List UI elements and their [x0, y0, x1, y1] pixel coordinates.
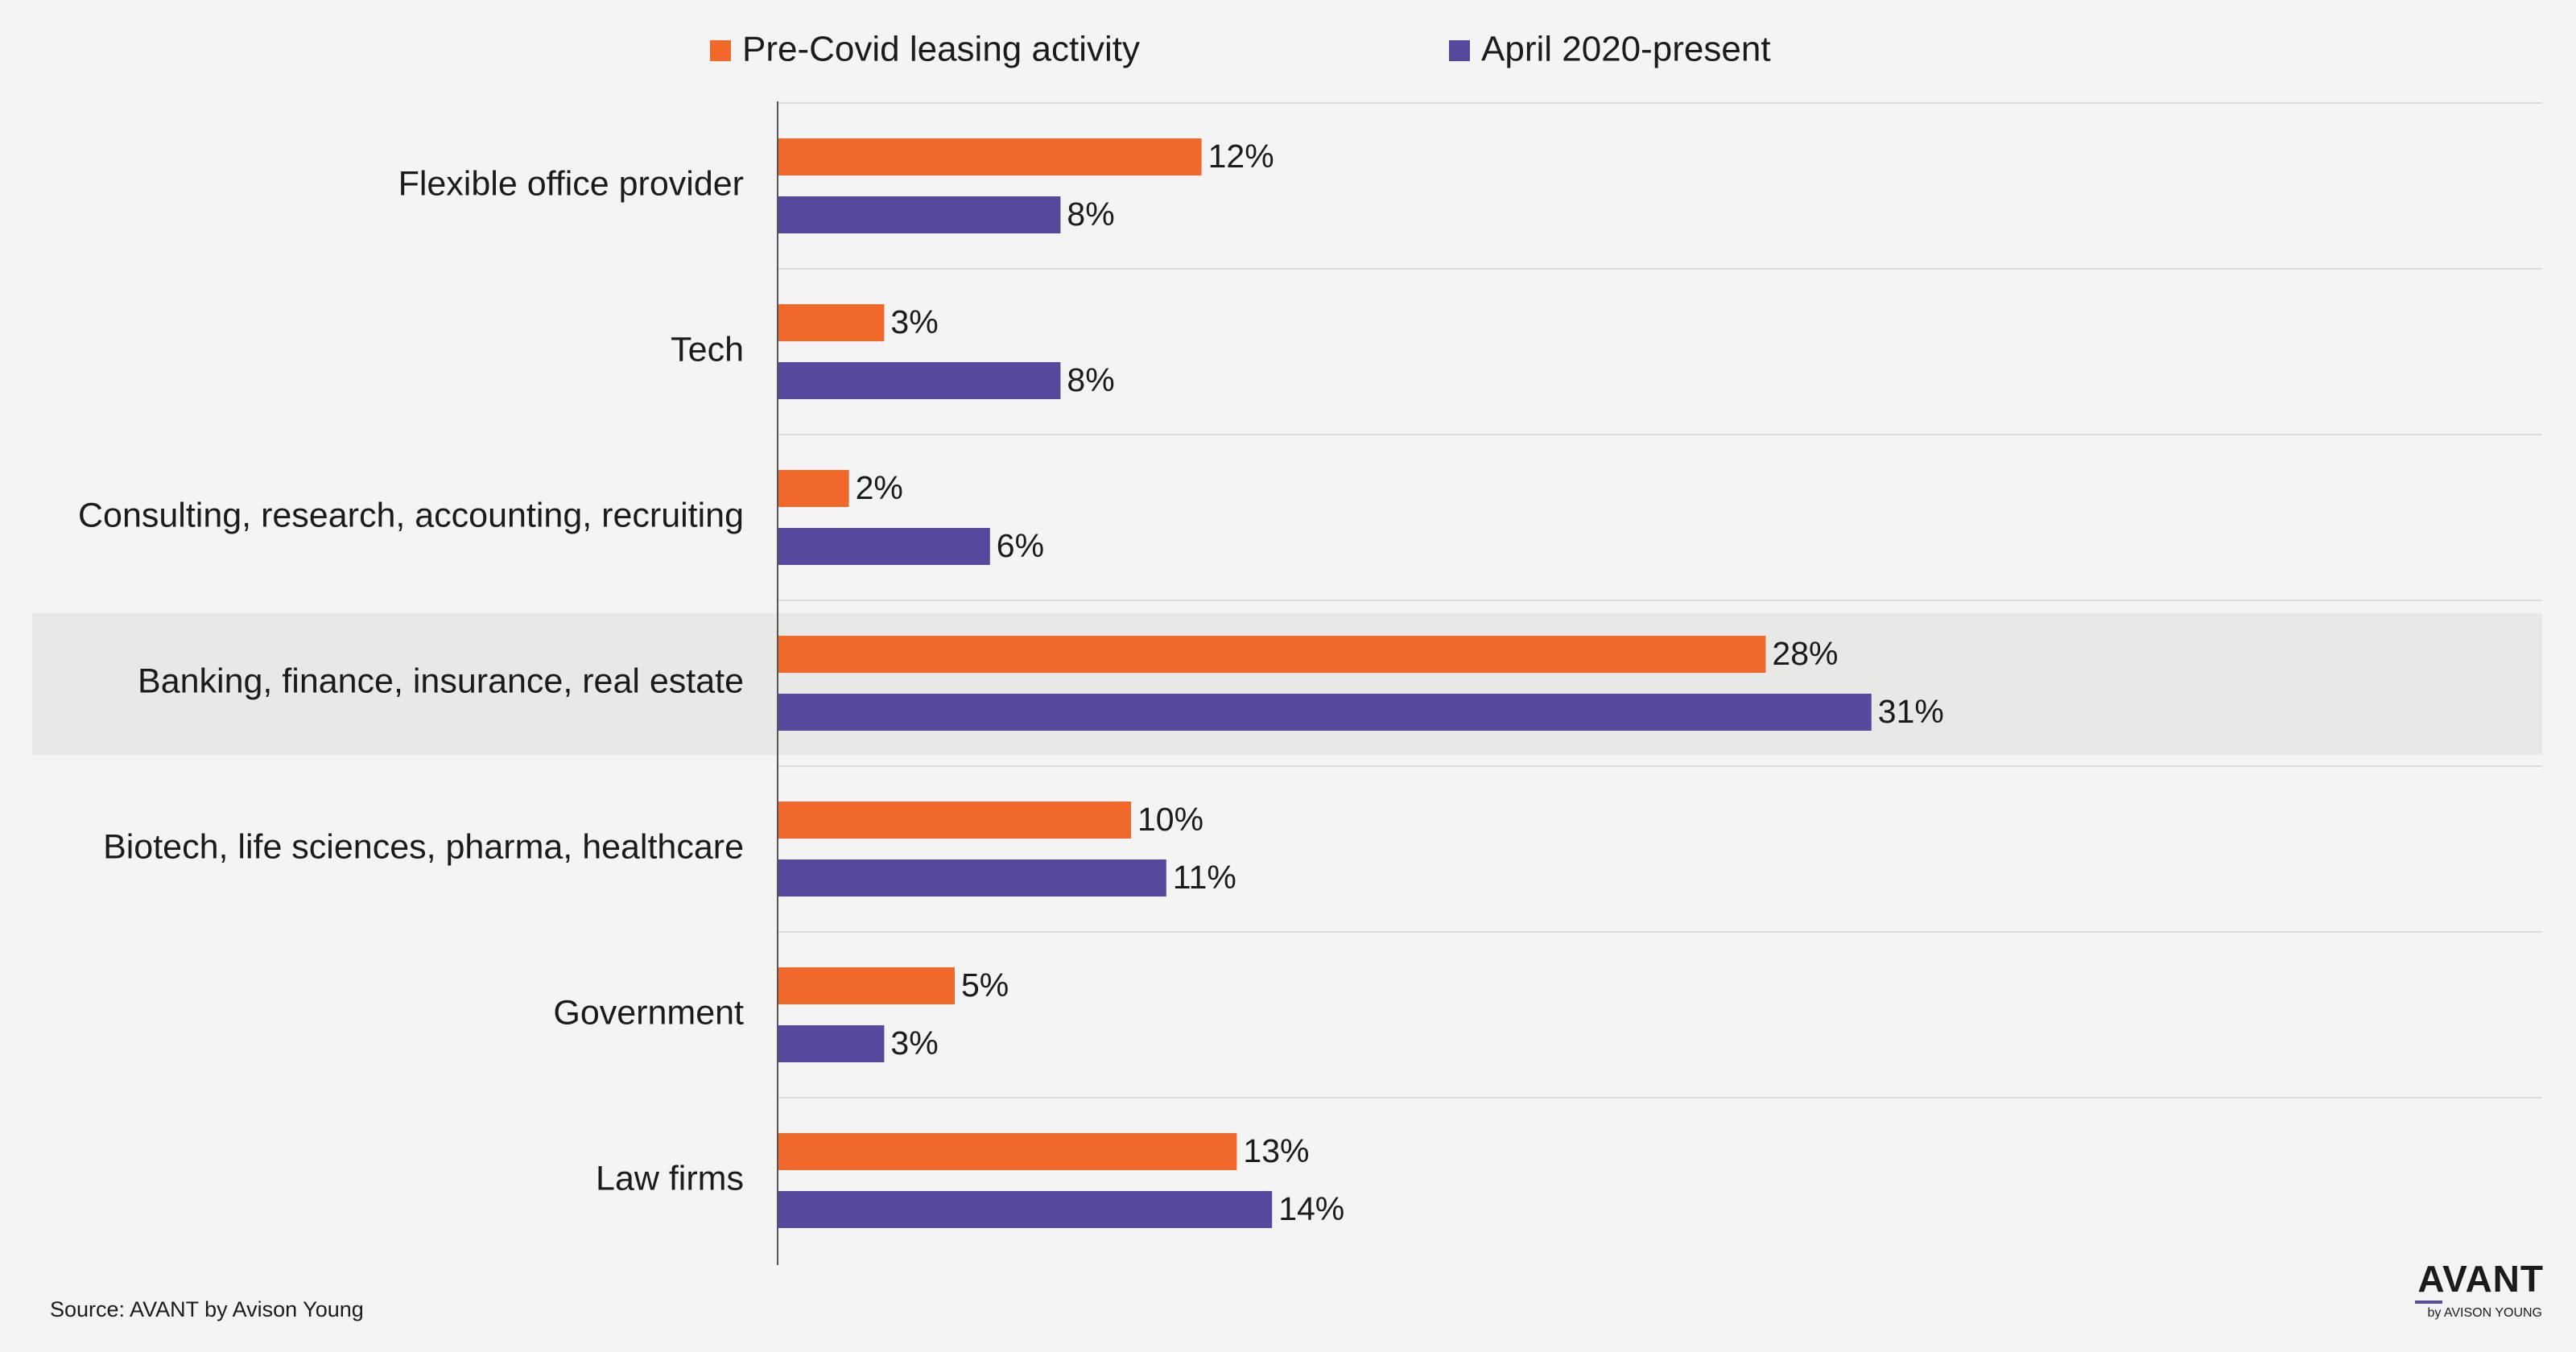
data-label: 5%: [961, 967, 1009, 1004]
category-label: Consulting, research, accounting, recrui…: [78, 496, 744, 534]
bar-pre-covid: [778, 967, 955, 1004]
logo-wordmark: AVANT: [2417, 1258, 2544, 1300]
bar-april-2020-present: [778, 1191, 1273, 1228]
data-label: 8%: [1067, 361, 1114, 398]
data-label: 6%: [997, 527, 1044, 564]
bar-pre-covid: [778, 802, 1131, 839]
data-label: 2%: [856, 469, 903, 506]
bar-april-2020-present: [778, 694, 1872, 731]
bar-pre-covid: [778, 138, 1202, 175]
bar-april-2020-present: [778, 196, 1061, 233]
logo-accent-bar: [2415, 1300, 2442, 1304]
category-label: Tech: [671, 330, 744, 369]
category-label: Flexible office provider: [398, 164, 744, 203]
data-label: 13%: [1243, 1132, 1309, 1169]
category-label: Law firms: [596, 1159, 744, 1197]
legend-label: Pre-Covid leasing activity: [742, 30, 1140, 69]
bar-pre-covid: [778, 470, 849, 507]
data-label: 3%: [890, 303, 938, 340]
category-label: Biotech, life sciences, pharma, healthca…: [103, 827, 744, 866]
bar-april-2020-present: [778, 859, 1166, 897]
bar-april-2020-present: [778, 528, 990, 565]
category-label: Banking, finance, insurance, real estate: [138, 662, 744, 700]
data-label: 11%: [1173, 859, 1236, 896]
data-label: 12%: [1208, 138, 1274, 175]
bar-pre-covid: [778, 1133, 1237, 1170]
data-label: 3%: [890, 1024, 938, 1061]
logo-tagline: by AVISON YOUNG: [2427, 1306, 2542, 1320]
source-note: Source: AVANT by Avison Young: [50, 1297, 364, 1321]
data-label: 8%: [1067, 196, 1114, 233]
legend-swatch: [1449, 40, 1470, 61]
bar-april-2020-present: [778, 1025, 885, 1062]
legend-swatch: [710, 40, 731, 61]
category-label: Government: [553, 993, 744, 1032]
brand-logo: AVANT by AVISON YOUNG: [2399, 1260, 2544, 1325]
data-label: 10%: [1137, 801, 1203, 838]
bar-april-2020-present: [778, 362, 1061, 399]
data-label: 31%: [1878, 693, 1944, 730]
data-label: 28%: [1772, 635, 1838, 672]
data-label: 14%: [1278, 1190, 1344, 1227]
bar-pre-covid: [778, 636, 1766, 673]
bar-pre-covid: [778, 304, 885, 341]
legend-label: April 2020-present: [1481, 30, 1771, 69]
